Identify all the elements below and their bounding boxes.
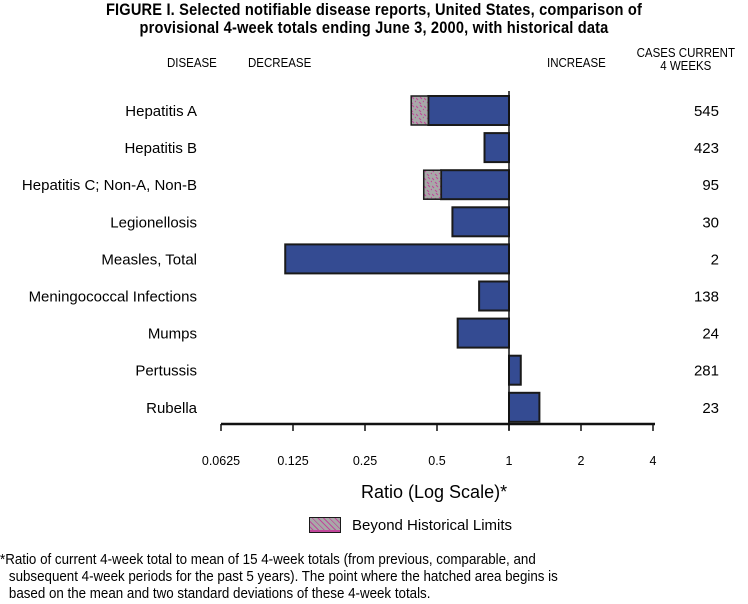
bar-5 [478,280,511,312]
header-cases-line-1: CASES CURRENT [636,46,736,60]
case-count-4: 2 [711,251,719,268]
footnote-line-1: *Ratio of current 4-week total to mean o… [0,551,536,568]
header-disease: DISEASE [167,56,217,70]
bar-7 [508,354,522,386]
bars-group [284,95,541,423]
x-tick-label-3: 0.5 [428,454,445,468]
figure-title: FIGURE I. Selected notifiable disease re… [52,1,695,37]
bar-2 [440,169,510,201]
x-tick-label-5: 2 [578,454,585,468]
case-count-labels: 545 423 95 30 2 138 24 281 23 [694,103,719,417]
x-tick-label-4: 1 [506,454,513,468]
bar-8 [508,391,541,423]
x-tick-label-1: 0.125 [277,454,308,468]
header-decrease: DECREASE [248,56,312,70]
category-label-3: Legionellosis [110,214,197,231]
bar-1 [483,132,510,164]
x-tick-label-0: 0.0625 [202,454,240,468]
case-count-5: 138 [694,289,719,306]
x-axis-label-text: Ratio (Log Scale)* [361,482,508,502]
category-label-6: Mumps [148,326,197,343]
x-axis-ticks: 0.0625 0.125 0.25 0.5 1 2 4 [202,424,657,468]
header-cases-line-2: 4 WEEKS [660,59,712,73]
case-count-2: 95 [702,177,719,194]
case-count-6: 24 [702,326,719,343]
legend-label: Beyond Historical Limits [352,516,513,534]
case-count-0: 545 [694,103,719,120]
x-axis-label: Ratio (Log Scale)* [361,482,507,503]
category-label-4: Measles, Total [101,251,197,268]
case-count-8: 23 [702,400,719,417]
bar-3 [451,206,511,238]
footnote-line-3: based on the mean and two standard devia… [8,585,431,602]
footnote-line-2: subsequent 4-week periods for the past 5… [8,568,558,585]
category-label-8: Rubella [146,400,198,417]
bar-6 [456,317,511,349]
category-label-2: Hepatitis C; Non-A, Non-B [22,177,197,194]
bar-0 [427,95,510,126]
category-label-1: Hepatitis B [124,140,197,157]
legend: Beyond Historical Limits [309,515,512,535]
x-tick-label-2: 0.25 [353,454,377,468]
case-count-3: 30 [702,214,719,231]
category-labels: Hepatitis A Hepatitis B Hepatitis C; Non-A… [22,103,198,417]
category-label-0: Hepatitis A [125,103,197,120]
header-increase: INCREASE [547,56,606,70]
category-label-5: Meningococcal Infections [29,289,197,306]
figure-title-line-1: FIGURE I. Selected notifiable disease re… [105,0,643,19]
x-tick-label-6: 4 [650,454,657,468]
figure-title-line-2: provisional 4-week totals ending June 3,… [139,18,609,37]
bar-hatched-segment-0 [410,95,430,126]
case-count-1: 423 [694,140,719,157]
case-count-7: 281 [694,363,719,380]
bar-hatched-segment-2 [422,169,442,200]
legend-swatch-hatched [309,517,341,533]
category-label-7: Pertussis [135,363,197,380]
footnote: *Ratio of current 4-week total to mean o… [0,551,676,602]
header-cases-current: CASES CURRENT 4 WEEKS [626,47,746,73]
bar-4 [284,243,510,275]
